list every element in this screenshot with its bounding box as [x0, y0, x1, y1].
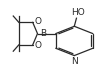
Text: HO: HO: [71, 8, 84, 17]
Text: O: O: [35, 41, 42, 50]
Text: B: B: [40, 29, 46, 38]
Text: O: O: [35, 17, 42, 26]
Text: N: N: [71, 57, 78, 66]
